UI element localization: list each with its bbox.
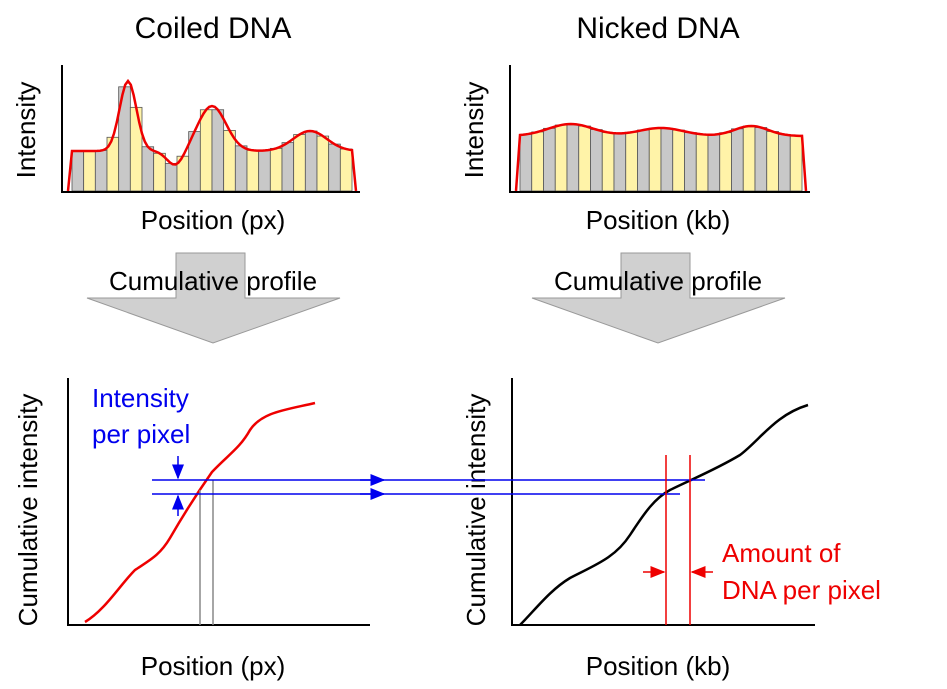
histogram-bar	[234, 145, 248, 192]
histogram-bar	[531, 131, 544, 192]
y-label: Cumulative intensity	[461, 394, 491, 627]
histogram-bar	[578, 125, 591, 192]
histogram-bar	[590, 129, 603, 192]
histogram-bar	[328, 143, 341, 192]
histogram-bar	[778, 134, 791, 192]
histogram-bar	[742, 125, 756, 192]
histogram-bar	[304, 130, 318, 192]
axes	[61, 65, 360, 193]
histogram-bar	[246, 149, 260, 192]
histogram-bar	[141, 146, 155, 192]
y-label: Intensity	[459, 82, 489, 179]
histogram-bar	[258, 150, 271, 192]
histogram-bar	[707, 134, 721, 192]
histogram-bar	[293, 134, 306, 192]
histogram-bar	[543, 127, 556, 192]
histogram-bar	[754, 127, 768, 192]
histogram	[66, 78, 358, 192]
histogram-bar	[566, 123, 580, 192]
annotation: DNA per pixel	[722, 575, 881, 605]
y-label: Intensity	[11, 82, 41, 179]
histogram-bar	[731, 128, 744, 192]
arrow-label: Cumulative profile	[109, 266, 317, 296]
histogram-bar	[695, 133, 709, 192]
axes	[67, 378, 370, 626]
histogram-bar	[316, 135, 330, 192]
histogram-bar	[601, 132, 615, 192]
annotation: Amount of	[722, 538, 841, 568]
histogram-bar	[613, 132, 627, 192]
annotation: Intensity	[92, 383, 189, 413]
y-label: Cumulative intensity	[13, 394, 43, 627]
histogram-bar	[766, 131, 779, 192]
histogram-bar	[684, 132, 697, 192]
x-label: Position (px)	[141, 651, 286, 681]
x-label: Position (kb)	[586, 205, 731, 235]
arrow-label: Cumulative profile	[554, 266, 762, 296]
x-label: Position (kb)	[586, 651, 731, 681]
histogram	[514, 122, 808, 192]
panel-title: Coiled DNA	[135, 12, 292, 45]
histogram-bar	[648, 127, 662, 192]
histogram-bar	[269, 147, 283, 192]
histogram-bar	[71, 150, 85, 192]
histogram-bar	[625, 131, 638, 192]
histogram-bar	[339, 148, 353, 192]
histogram-bar	[281, 142, 295, 192]
histogram-bar	[554, 124, 568, 192]
cumulative-curve	[519, 403, 809, 626]
histogram-bar	[660, 127, 674, 192]
histogram-bar	[789, 135, 803, 192]
histogram-bar	[83, 150, 96, 192]
histogram-bar	[164, 163, 178, 192]
histogram-bar	[94, 150, 108, 192]
histogram-bar	[199, 109, 213, 192]
histogram-bar	[672, 129, 685, 192]
histogram-bar	[719, 132, 732, 192]
panel-title: Nicked DNA	[576, 12, 739, 45]
block-arrow	[531, 252, 786, 344]
annotation: per pixel	[92, 419, 190, 449]
histogram-bar	[519, 133, 533, 192]
axes	[511, 378, 815, 626]
histogram-bar	[637, 129, 650, 192]
x-label: Position (px)	[141, 205, 286, 235]
histogram-bar	[223, 129, 236, 192]
histogram-bar	[211, 109, 225, 192]
profile-curve	[514, 122, 808, 192]
profile-curve	[66, 78, 358, 192]
axes	[509, 65, 810, 193]
histogram-bar	[153, 152, 166, 192]
histogram-bar	[129, 106, 143, 192]
block-arrow	[86, 252, 341, 344]
cumulative-curve	[84, 401, 316, 624]
